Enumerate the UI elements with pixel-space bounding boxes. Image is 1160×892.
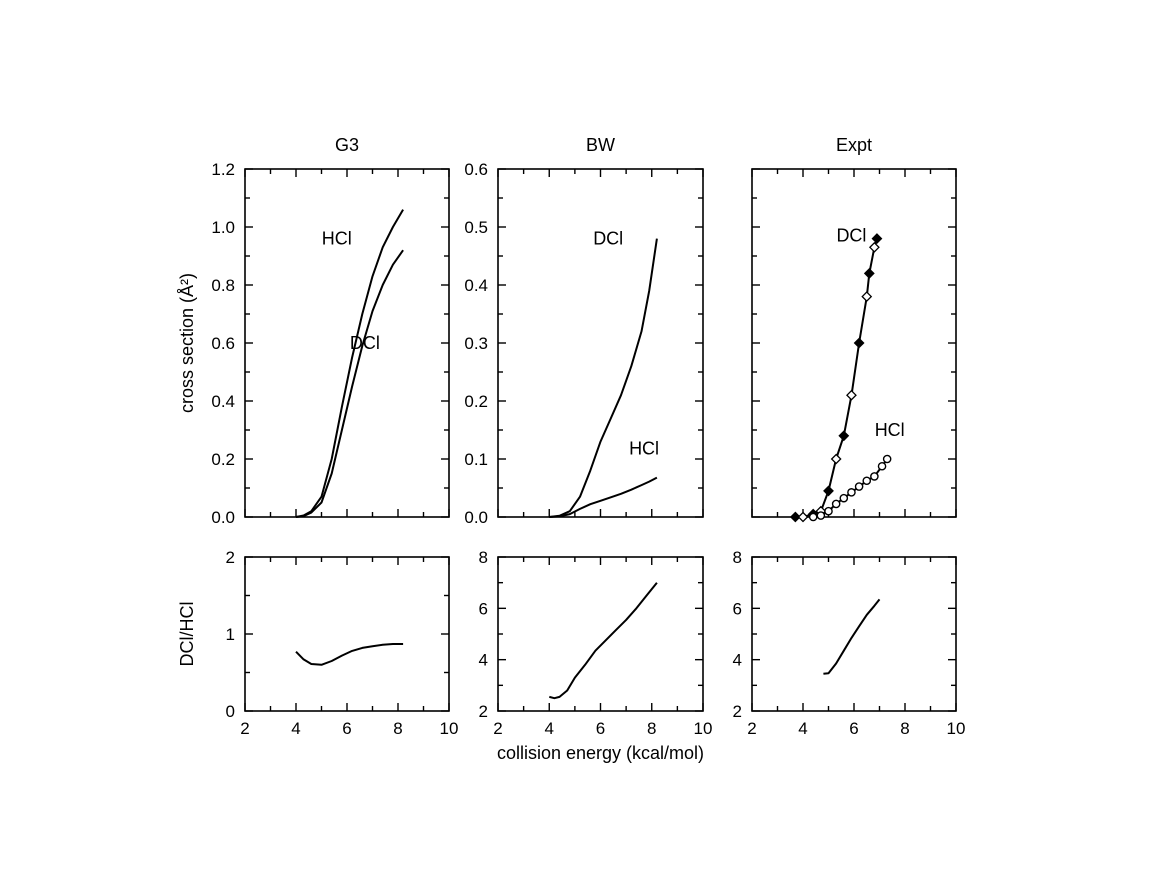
panel-1: 0.0 0.1 0.2 0.3 0.4 0.5 0.6 BW DCl HCl bbox=[464, 135, 704, 527]
y-tick-label: 4 bbox=[479, 651, 488, 670]
x-tick-label: 10 bbox=[440, 719, 459, 738]
y-tick-label: 0.2 bbox=[464, 392, 488, 411]
data-point-HCl bbox=[847, 488, 856, 497]
y-tick-label: 0.4 bbox=[464, 276, 488, 295]
series-label: DCl bbox=[350, 333, 380, 353]
x-tick-label: 10 bbox=[947, 719, 966, 738]
y-tick-label: 0.1 bbox=[464, 450, 488, 469]
data-point-HCl bbox=[877, 461, 887, 471]
data-point-DCl bbox=[853, 337, 865, 349]
panel-title: G3 bbox=[335, 135, 359, 155]
y-tick-label: 8 bbox=[479, 548, 488, 567]
series-line-DCl bbox=[549, 238, 658, 518]
y-tick-label: 0.6 bbox=[464, 160, 488, 179]
series-line-ratio bbox=[295, 643, 404, 666]
panel-title: BW bbox=[586, 135, 615, 155]
data-point-HCl bbox=[854, 482, 864, 491]
plot-frame bbox=[497, 556, 704, 712]
y-tick-label: 0.4 bbox=[211, 392, 235, 411]
panel-5: 2 4 6 8 10 2 4 6 8 bbox=[733, 548, 966, 738]
data-point-HCl bbox=[862, 476, 872, 486]
x-tick-label: 2 bbox=[493, 719, 502, 738]
x-tick-label: 8 bbox=[900, 719, 909, 738]
y-tick-label: 0.2 bbox=[211, 450, 235, 469]
y-tick-label: 6 bbox=[733, 599, 742, 618]
y-tick-label: 8 bbox=[733, 548, 742, 567]
plot-frame bbox=[244, 168, 450, 518]
data-point-HCl bbox=[808, 512, 818, 522]
data-point-DCl bbox=[797, 511, 809, 523]
panel-title: Expt bbox=[836, 135, 872, 155]
series-line-HCl bbox=[813, 458, 888, 518]
data-point-DCl bbox=[823, 485, 834, 497]
x-tick-label: 4 bbox=[545, 719, 554, 738]
y-tick-label: 0.0 bbox=[211, 508, 235, 527]
x-tick-label: 4 bbox=[798, 719, 807, 738]
data-point-DCl bbox=[861, 291, 873, 303]
series-line-DCl bbox=[295, 249, 404, 518]
panel-0: 0.0 0.2 0.4 0.6 0.8 1.0 1.2 G3 cross section (Å²… bbox=[177, 135, 450, 527]
plot-frame bbox=[497, 168, 704, 518]
x-tick-label: 10 bbox=[694, 719, 713, 738]
y-tick-label: 1.0 bbox=[211, 218, 235, 237]
y-tick-label: 0.6 bbox=[211, 334, 235, 353]
x-tick-label: 8 bbox=[647, 719, 656, 738]
series-label: HCl bbox=[629, 438, 659, 458]
data-point-DCl bbox=[846, 389, 857, 401]
x-tick-label: 4 bbox=[291, 719, 300, 738]
plot-frame bbox=[244, 556, 450, 712]
series-line-HCl bbox=[549, 476, 658, 518]
y-axis-title: DCl/HCl bbox=[177, 602, 197, 667]
data-point-DCl bbox=[830, 453, 842, 465]
series-label: DCl bbox=[836, 226, 866, 246]
data-point-DCl bbox=[863, 267, 875, 279]
data-point-HCl bbox=[882, 454, 892, 464]
series-line-HCl bbox=[295, 209, 404, 518]
data-point-HCl bbox=[816, 511, 826, 520]
panel-2: Expt DCl HCl bbox=[751, 135, 957, 523]
data-point-DCl bbox=[871, 233, 883, 245]
data-point-HCl bbox=[824, 506, 833, 516]
y-tick-label: 2 bbox=[733, 702, 742, 721]
series-line-ratio bbox=[823, 598, 881, 675]
data-point-DCl bbox=[868, 241, 880, 253]
panel-4: 2 4 6 8 10 2 4 6 8 collision energy (kcal/mol) bbox=[479, 548, 713, 763]
x-tick-label: 6 bbox=[849, 719, 858, 738]
data-point-DCl bbox=[789, 511, 801, 523]
y-tick-label: 1.2 bbox=[211, 160, 235, 179]
y-tick-label: 4 bbox=[733, 651, 742, 670]
series-line-DCl bbox=[795, 238, 878, 518]
x-tick-label: 6 bbox=[342, 719, 351, 738]
series-label: HCl bbox=[322, 228, 352, 248]
series-line-ratio bbox=[549, 582, 658, 700]
x-tick-label: 2 bbox=[747, 719, 756, 738]
panel-3: 2 4 6 8 10 0 1 2 DCl/HCl bbox=[177, 548, 458, 738]
y-tick-label: 0.8 bbox=[211, 276, 235, 295]
data-point-HCl bbox=[839, 493, 849, 503]
series-label: HCl bbox=[875, 420, 905, 440]
y-tick-label: 0.5 bbox=[464, 218, 488, 237]
y-tick-label: 2 bbox=[479, 702, 488, 721]
y-tick-label: 2 bbox=[226, 548, 235, 567]
y-tick-label: 0.0 bbox=[464, 508, 488, 527]
y-tick-label: 0.3 bbox=[464, 334, 488, 353]
data-point-HCl bbox=[870, 472, 879, 481]
data-point-DCl bbox=[838, 430, 850, 442]
series-label: DCl bbox=[593, 228, 623, 248]
x-tick-label: 6 bbox=[596, 719, 605, 738]
x-tick-label: 2 bbox=[240, 719, 249, 738]
x-tick-label: 8 bbox=[393, 719, 402, 738]
x-axis-title: collision energy (kcal/mol) bbox=[497, 743, 704, 763]
y-tick-label: 6 bbox=[479, 599, 488, 618]
y-axis-title: cross section (Å²) bbox=[177, 273, 197, 413]
y-tick-label: 1 bbox=[226, 625, 235, 644]
y-tick-label: 0 bbox=[226, 702, 235, 721]
data-point-HCl bbox=[831, 499, 841, 509]
